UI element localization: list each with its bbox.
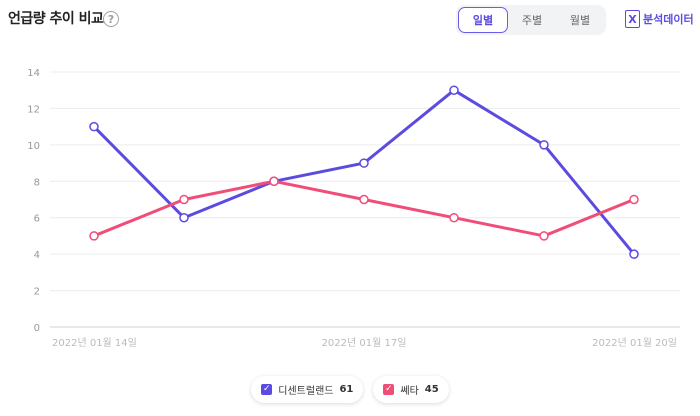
data-point [89, 231, 99, 241]
x-tick-label: 2022년 01월 17일 [322, 337, 407, 349]
line-chart: 0 2 4 6 8 10 12 14 2022년 01월 14일 2022년 01월 17일 20… [27, 68, 680, 349]
y-tick-label: 0 [34, 323, 40, 334]
chart-title: 언급량 추이 비교 [8, 11, 104, 27]
tab-monthly[interactable]: 월별 [569, 14, 591, 27]
y-tick-label: 8 [34, 177, 40, 188]
tab-weekly[interactable]: 주별 [521, 14, 543, 27]
data-point [539, 231, 549, 241]
help-icon[interactable]: ? [103, 11, 119, 27]
data-point [359, 194, 369, 205]
data-point [449, 85, 459, 95]
data-point [539, 140, 549, 150]
excel-icon: X [625, 10, 640, 28]
data-point [449, 212, 459, 223]
data-point [269, 176, 279, 187]
data-point [179, 194, 189, 205]
legend-label: 쎄타 [400, 386, 419, 397]
y-tick-label: 4 [34, 250, 40, 261]
export-data-button[interactable]: X 분석데이터 [625, 10, 694, 28]
data-point [359, 158, 369, 168]
data-point [89, 121, 99, 132]
series-line-0 [92, 88, 636, 256]
chart-legend: ✓ 디센트럴랜드 61 ✓ 쎄타 45 [0, 376, 700, 403]
tab-daily[interactable]: 일별 [458, 7, 508, 33]
y-tick-label: 14 [27, 68, 40, 79]
period-toggle: 일별 주별 월별 [456, 5, 606, 35]
x-tick-label: 2022년 01월 14일 [52, 337, 137, 349]
checkbox-checked-icon: ✓ [383, 384, 395, 395]
x-tick-label: 2022년 01월 20일 [592, 337, 677, 349]
data-point [629, 194, 639, 205]
y-tick-label: 2 [34, 287, 40, 298]
legend-label: 디센트럴랜드 [278, 386, 334, 397]
legend-item-theta[interactable]: ✓ 쎄타 45 [373, 376, 449, 403]
checkbox-checked-icon: ✓ [261, 384, 273, 395]
legend-count: 61 [339, 384, 354, 395]
data-point [629, 249, 639, 259]
y-tick-label: 6 [34, 214, 40, 225]
export-label: 분석데이터 [643, 13, 694, 26]
y-tick-label: 10 [27, 141, 40, 152]
y-tick-label: 12 [27, 104, 40, 115]
data-point [179, 212, 189, 223]
legend-item-decentraland[interactable]: ✓ 디센트럴랜드 61 [251, 376, 364, 403]
legend-count: 45 [424, 384, 439, 395]
